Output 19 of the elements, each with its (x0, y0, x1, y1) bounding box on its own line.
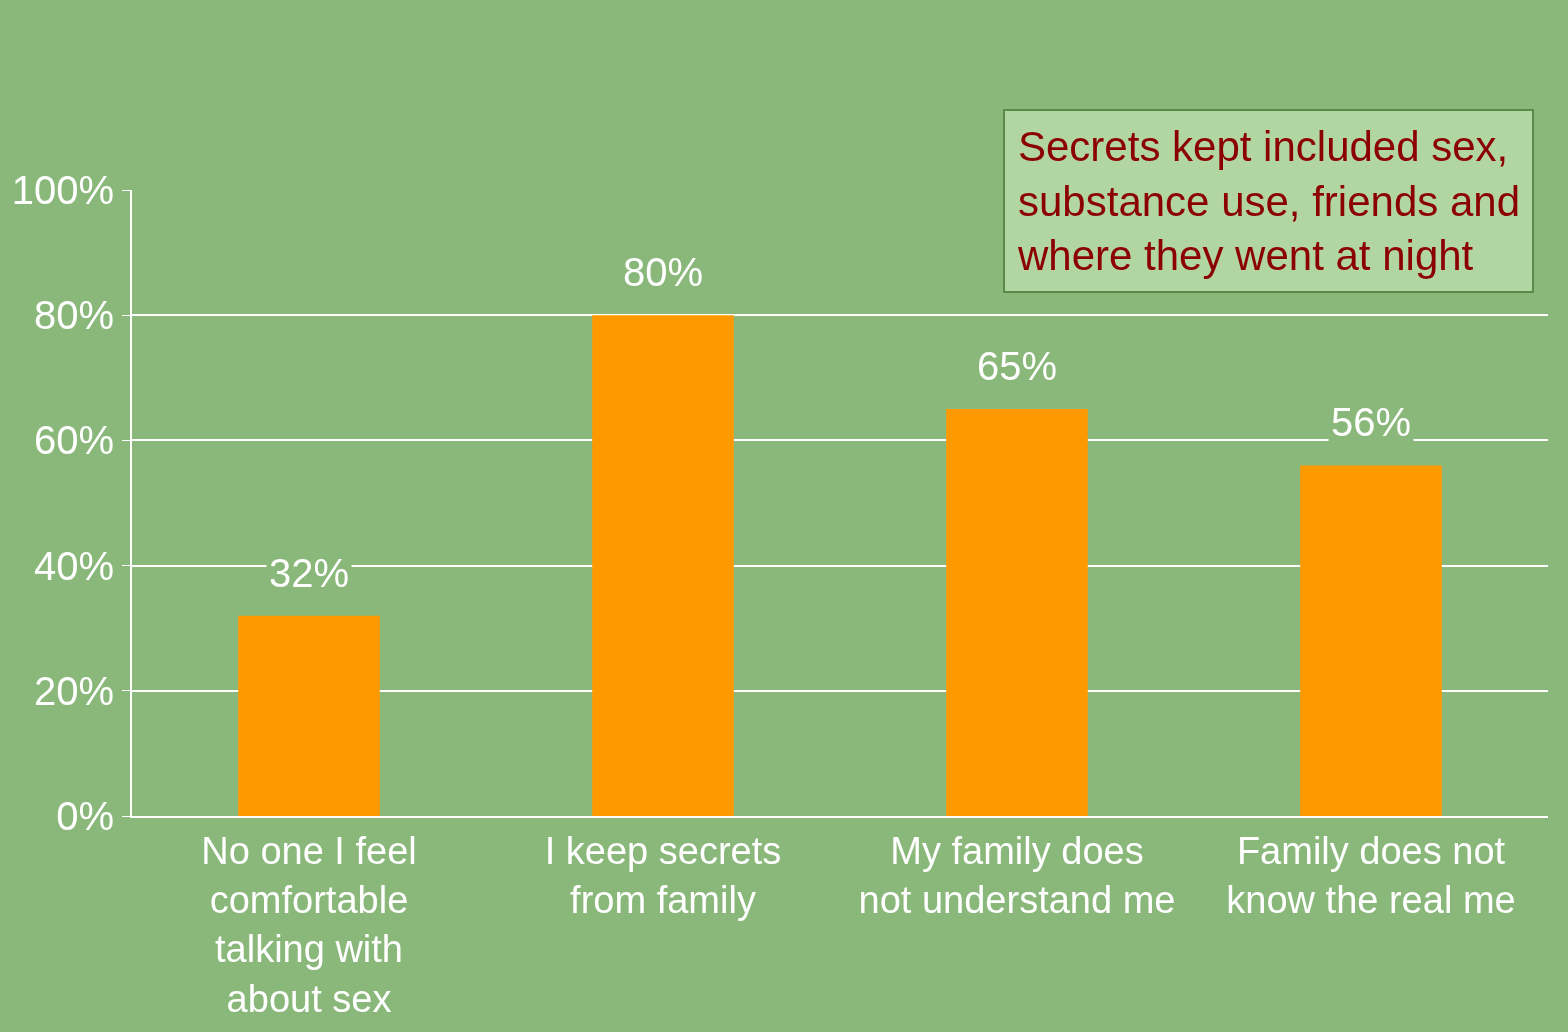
annotation: Secrets kept included sex, substance use, friends and where they went at night (1017, 123, 1520, 280)
y-tick-label: 100% (11, 168, 114, 212)
bar (238, 615, 380, 816)
data-label: 65% (977, 344, 1058, 388)
x-tick-label: My family does not understand me (858, 829, 1176, 921)
bar (592, 315, 734, 816)
x-tick-label: No one I feel comfortable talking with about sex (201, 829, 417, 1020)
y-tick-label: 80% (33, 293, 114, 338)
y-tick-label: 60% (33, 418, 114, 463)
data-label: 56% (1331, 400, 1412, 444)
x-tick-label: Family does not know the real me (1226, 829, 1516, 921)
bar (1300, 465, 1442, 816)
bar (946, 409, 1088, 816)
x-tick-label: I keep secrets from family (544, 829, 782, 921)
y-tick-label: 0% (56, 794, 114, 838)
y-tick-label: 20% (33, 668, 114, 713)
data-label: 32% (269, 551, 350, 595)
data-label: 80% (623, 250, 704, 294)
y-tick-label: 40% (33, 543, 114, 588)
